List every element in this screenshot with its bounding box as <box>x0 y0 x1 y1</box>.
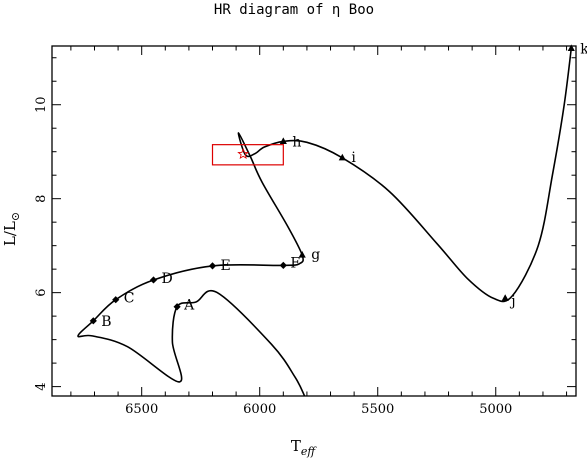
plot-frame <box>51 45 577 397</box>
evolutionary-track <box>77 48 573 397</box>
point-D-marker <box>149 276 158 284</box>
y-tick-label: 4 <box>34 382 49 390</box>
x-tick-label: 6500 <box>125 402 158 417</box>
x-axis-label-subscript: eff <box>301 445 318 458</box>
point-g-label: g <box>311 247 320 263</box>
point-A-marker <box>173 303 181 311</box>
point-C-label: C <box>124 291 135 307</box>
observed-star-marker <box>237 147 250 160</box>
x-tick-label: 6000 <box>243 402 276 417</box>
point-k-marker <box>567 44 575 51</box>
point-g-marker <box>298 251 306 258</box>
point-i-label: i <box>351 150 356 166</box>
observed-error-box <box>211 144 284 166</box>
plot-area: A BC D E Fg h i j k <box>77 41 587 397</box>
y-axis-label: L/L⊙ <box>1 212 22 246</box>
point-i-marker <box>338 153 346 161</box>
y-tick-label: 6 <box>34 289 49 297</box>
axes: 6500 6000 5500 5000 4 6 8 10 <box>34 45 577 417</box>
chart-title: HR diagram of η Boo <box>214 2 374 18</box>
x-tick-label: 5000 <box>479 402 512 417</box>
point-h-label: h <box>292 134 301 150</box>
x-axis-label: Teff <box>291 437 318 458</box>
point-h-marker <box>279 137 287 144</box>
point-F-label: F <box>290 255 300 271</box>
axis-labels: Teff L/L⊙ <box>1 212 317 458</box>
y-tick-label: 10 <box>34 96 49 113</box>
point-B-marker <box>89 317 97 325</box>
x-tick-label: 5500 <box>361 402 394 417</box>
point-j-label: j <box>509 293 515 309</box>
point-j-marker <box>501 294 509 301</box>
point-E-label: E <box>221 258 231 274</box>
point-B-label: B <box>101 314 111 330</box>
point-F-marker <box>279 261 287 269</box>
point-A-label: A <box>183 298 195 314</box>
point-k-label: k <box>580 41 587 57</box>
point-E-marker <box>208 262 217 270</box>
point-C-marker <box>112 296 120 304</box>
point-D-label: D <box>161 271 172 287</box>
y-axis-label-subscript: ⊙ <box>9 212 22 221</box>
y-tick-label: 8 <box>34 195 49 203</box>
